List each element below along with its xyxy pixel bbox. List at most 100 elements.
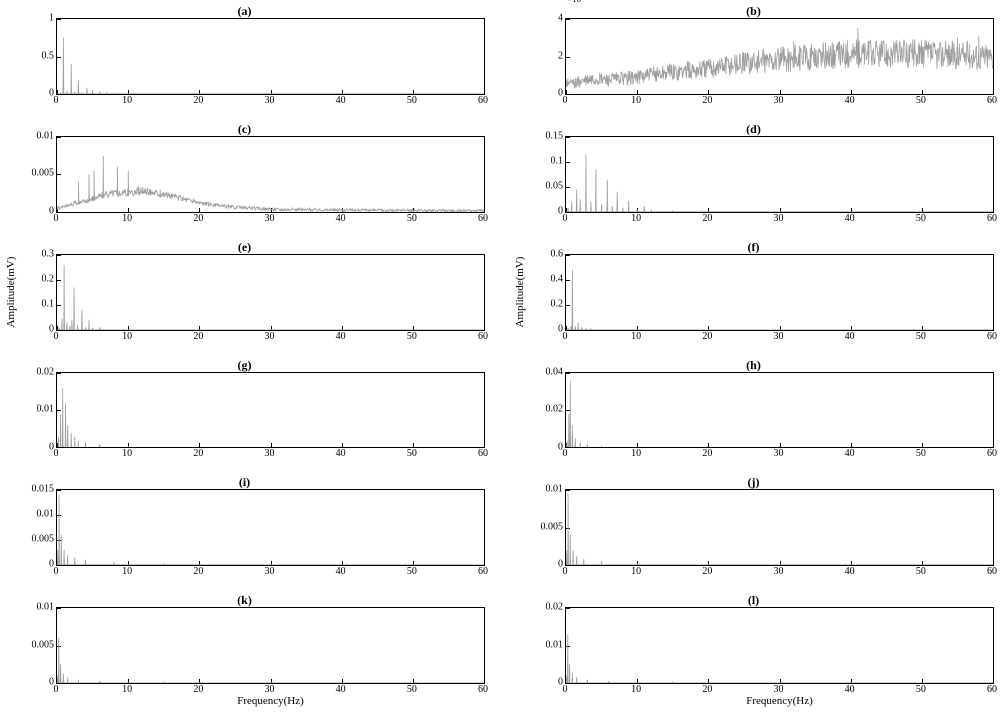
spectrum-line — [57, 156, 484, 212]
x-tick-label: 60 — [478, 213, 488, 224]
spectrum-line — [566, 28, 993, 88]
panel-title: (i) — [4, 475, 485, 489]
panel-title: (f) — [513, 240, 994, 254]
x-tick-label: 60 — [478, 95, 488, 106]
x-tick-label: 30 — [265, 566, 275, 577]
x-axis-label: Frequency(Hz) — [56, 696, 485, 709]
plot-axes — [565, 489, 994, 566]
panel-c: (c)00.0050.010102030405060 — [4, 122, 485, 238]
x-tick-label: 20 — [193, 213, 203, 224]
x-tick-label: 60 — [478, 566, 488, 577]
panel-title: (b) — [513, 4, 994, 18]
x-tick-label: 30 — [265, 448, 275, 459]
x-tick-label: 30 — [774, 95, 784, 106]
x-tick-label: 30 — [265, 331, 275, 342]
x-tick-label: 50 — [916, 213, 926, 224]
y-tick-label: 0.005 — [32, 168, 55, 179]
x-tick-label: 0 — [563, 566, 568, 577]
x-tick-label: 10 — [122, 448, 132, 459]
x-tick-label: 60 — [987, 95, 997, 106]
x-tick-label: 20 — [702, 448, 712, 459]
x-tick-label: 50 — [407, 331, 417, 342]
x-tick-label: 20 — [702, 213, 712, 224]
x-tick-label: 60 — [987, 684, 997, 695]
y-tick-label: 0.2 — [42, 273, 55, 284]
x-tick-label: 30 — [774, 448, 784, 459]
x-tick-label: 40 — [336, 684, 346, 695]
panel-title: (d) — [513, 122, 994, 136]
y-tick-label: 0.01 — [546, 639, 564, 650]
y-tick-label: 1 — [49, 13, 54, 24]
x-tick-label: 60 — [478, 684, 488, 695]
x-tick-label: 20 — [193, 331, 203, 342]
x-tick-label: 40 — [336, 213, 346, 224]
x-tick-label: 10 — [122, 213, 132, 224]
plot-axes — [565, 136, 994, 213]
panel-f: (f)Amplitude(mV)00.20.40.60102030405060 — [513, 240, 994, 356]
plot-axes — [56, 136, 485, 213]
x-tick-label: 40 — [845, 448, 855, 459]
y-axis-exponent: ×10⁻³ — [567, 0, 589, 5]
panel-title: (g) — [4, 358, 485, 372]
x-tick-label: 0 — [54, 95, 59, 106]
x-tick-label: 60 — [987, 331, 997, 342]
x-tick-label: 60 — [987, 448, 997, 459]
y-tick-label: 0.6 — [551, 248, 564, 259]
plot-axes — [56, 254, 485, 331]
x-tick-label: 30 — [265, 95, 275, 106]
x-tick-label: 10 — [631, 331, 641, 342]
panel-title: (h) — [513, 358, 994, 372]
y-tick-label: 0.04 — [546, 366, 564, 377]
x-tick-label: 30 — [774, 331, 784, 342]
panel-a: (a)00.510102030405060 — [4, 4, 485, 120]
y-tick-label: 0.4 — [551, 273, 564, 284]
x-tick-label: 10 — [631, 566, 641, 577]
x-tick-label: 20 — [702, 331, 712, 342]
plot-axes — [565, 372, 994, 449]
spectrum-line — [57, 265, 484, 330]
y-tick-label: 0.01 — [546, 484, 564, 495]
x-tick-label: 20 — [193, 448, 203, 459]
y-tick-label: 0.3 — [42, 248, 55, 259]
x-tick-label: 40 — [845, 95, 855, 106]
panel-e: (e)Amplitude(mV)00.10.20.30102030405060 — [4, 240, 485, 356]
y-tick-label: 0.02 — [546, 404, 564, 415]
y-tick-label: 2 — [558, 50, 563, 61]
x-tick-label: 60 — [987, 566, 997, 577]
y-tick-label: 0.2 — [551, 298, 564, 309]
plot-axes — [56, 18, 485, 95]
spectrum-line — [566, 380, 993, 447]
x-tick-label: 0 — [54, 213, 59, 224]
x-tick-label: 0 — [54, 448, 59, 459]
y-tick-label: 0.5 — [42, 50, 55, 61]
x-tick-label: 0 — [54, 331, 59, 342]
x-tick-label: 0 — [54, 684, 59, 695]
x-tick-label: 30 — [265, 213, 275, 224]
x-tick-label: 50 — [916, 448, 926, 459]
x-tick-label: 10 — [631, 95, 641, 106]
x-tick-label: 50 — [916, 331, 926, 342]
x-tick-label: 30 — [265, 684, 275, 695]
plot-axes — [565, 254, 994, 331]
y-tick-label: 0.15 — [546, 130, 564, 141]
y-tick-label: 0.01 — [37, 602, 55, 613]
panel-title: (a) — [4, 4, 485, 18]
x-axis-label: Frequency(Hz) — [565, 696, 994, 709]
x-tick-label: 60 — [478, 331, 488, 342]
x-tick-label: 20 — [702, 684, 712, 695]
x-tick-label: 40 — [336, 448, 346, 459]
y-tick-label: 0.005 — [541, 521, 564, 532]
x-tick-label: 50 — [916, 95, 926, 106]
x-tick-label: 40 — [336, 95, 346, 106]
y-tick-label: 4 — [558, 13, 563, 24]
x-tick-label: 40 — [845, 331, 855, 342]
y-tick-label: 0.005 — [32, 534, 55, 545]
spectrum-line — [566, 154, 993, 211]
panel-d: (d)00.050.10.150102030405060 — [513, 122, 994, 238]
panel-b: (b)024×10⁻³0102030405060 — [513, 4, 994, 120]
y-tick-label: 0.01 — [37, 130, 55, 141]
spectrum-line — [566, 270, 993, 330]
panel-i: (i)00.0050.010.0150102030405060 — [4, 475, 485, 591]
x-tick-label: 30 — [774, 213, 784, 224]
x-tick-label: 10 — [631, 448, 641, 459]
